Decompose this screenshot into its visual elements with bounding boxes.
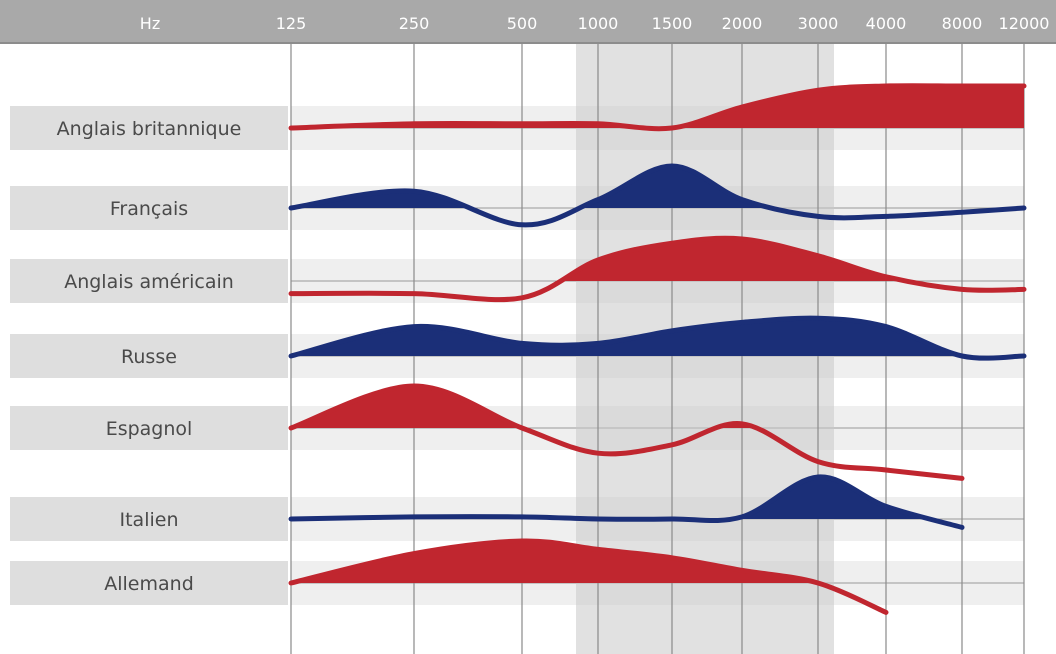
row-label-band-russe xyxy=(10,334,288,378)
series-line-espagnol xyxy=(288,383,965,481)
header-underline xyxy=(0,42,1056,44)
tick-label-2000: 2000 xyxy=(722,14,763,33)
series-line-anglais-britannique xyxy=(288,83,1027,132)
tick-label-12000: 12000 xyxy=(999,14,1050,33)
tick-label-500: 500 xyxy=(507,14,538,33)
language-label-russe: Russe xyxy=(121,346,177,368)
language-label-italien: Italien xyxy=(120,509,179,531)
series-line-francais xyxy=(288,163,1027,228)
series-area-anglais-britannique xyxy=(291,85,1024,128)
language-label-anglais-americain: Anglais américain xyxy=(64,271,234,293)
row-label-band-anglais-americain xyxy=(10,259,288,303)
series-area-anglais-americain xyxy=(291,238,1024,281)
row-label-band-allemand xyxy=(10,561,288,605)
series-espagnol xyxy=(288,383,965,481)
series-area-russe xyxy=(291,318,1024,356)
language-label-allemand: Allemand xyxy=(104,573,194,595)
x-axis-label: Hz xyxy=(140,14,160,33)
series-anglais-americain xyxy=(288,235,1027,303)
row-label-band-espagnol xyxy=(10,406,288,450)
tick-label-1500: 1500 xyxy=(652,14,693,33)
series-layer xyxy=(288,83,1027,615)
series-line-russe xyxy=(288,315,1027,361)
row-label-band-francais xyxy=(10,186,288,230)
tick-label-1000: 1000 xyxy=(578,14,619,33)
series-area-francais xyxy=(291,166,1024,208)
series-line-anglais-americain xyxy=(288,235,1027,303)
series-anglais-britannique xyxy=(288,83,1027,132)
series-allemand xyxy=(288,538,889,615)
series-line-italien xyxy=(288,474,965,530)
tick-label-3000: 3000 xyxy=(798,14,839,33)
series-line-allemand xyxy=(288,538,889,615)
language-label-anglais-britannique: Anglais britannique xyxy=(57,118,242,140)
series-area-espagnol xyxy=(291,386,962,428)
series-francais xyxy=(288,163,1027,228)
row-label-band-anglais-britannique xyxy=(10,106,288,150)
frequency-header: Hz 125 250 500 1000 1500 2000 3000 4000 8000 12000 xyxy=(0,0,1056,44)
language-label-francais: Français xyxy=(110,198,188,220)
header-bar xyxy=(0,0,1056,44)
language-labels: Anglais britannique Français Anglais améri… xyxy=(57,118,242,595)
language-label-espagnol: Espagnol xyxy=(106,418,193,440)
series-russe xyxy=(288,315,1027,361)
tick-label-125: 125 xyxy=(276,14,307,33)
tick-label-250: 250 xyxy=(399,14,430,33)
row-label-band-italien xyxy=(10,497,288,541)
series-italien xyxy=(288,474,965,530)
tick-label-4000: 4000 xyxy=(866,14,907,33)
tick-label-8000: 8000 xyxy=(942,14,983,33)
